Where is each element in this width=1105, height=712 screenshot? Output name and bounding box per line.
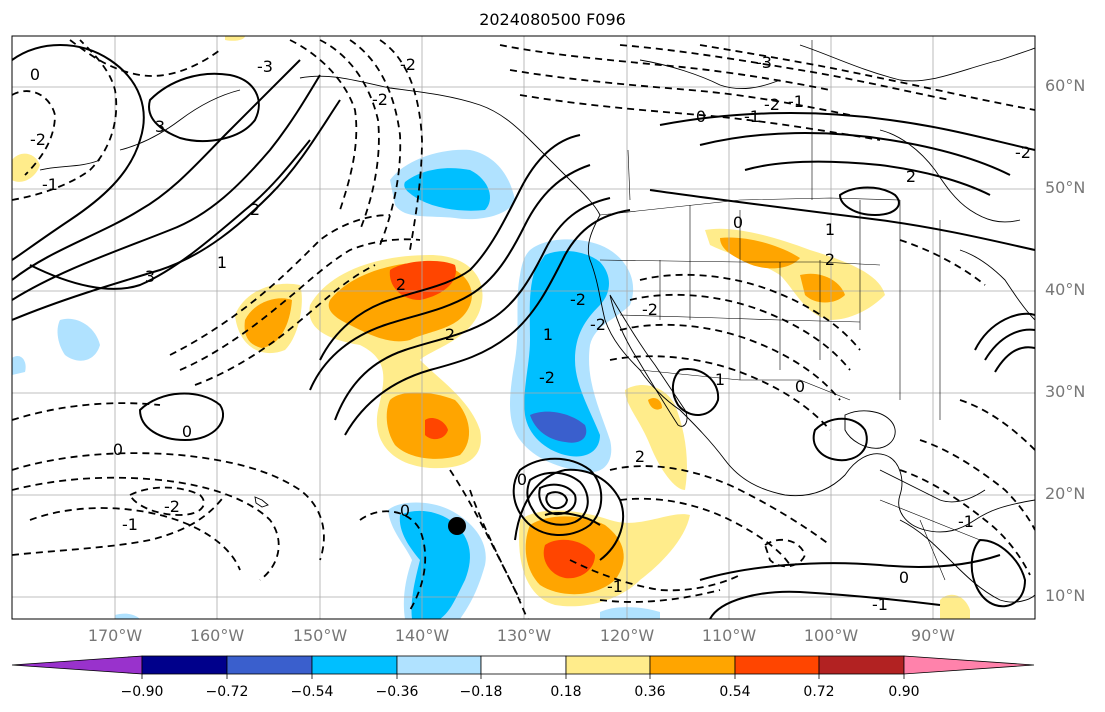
lon-label: 160°W: [189, 626, 245, 645]
colorbar-label: −0.54: [290, 684, 334, 700]
colorbar-swatch: [818, 655, 905, 675]
colorbar-label: 0.72: [803, 684, 835, 700]
contour-label: 0: [899, 568, 909, 587]
lat-label: 20°N: [1045, 484, 1086, 503]
contour-label: 2: [635, 447, 645, 466]
colorbar-label: 0.18: [550, 684, 582, 700]
contours-dashed: [12, 39, 1035, 619]
contour-label: -3: [257, 57, 273, 76]
colorbar-swatch: [226, 655, 313, 675]
contour-label: 2: [396, 275, 406, 294]
colorbar-swatch: [903, 655, 1035, 675]
contour-label: 0: [517, 470, 527, 489]
contour-label: 1: [543, 325, 553, 344]
state-borders: [599, 40, 981, 581]
colorbar-swatch: [396, 655, 482, 675]
coastlines: [39, 44, 1035, 603]
colorbar-swatch: [565, 655, 651, 675]
colorbar-label: −0.72: [205, 684, 249, 700]
contour-labels: 3 0 -1 -2 -3 2 1 0 -1 -2 2 3 2 -2 1 0 -1…: [30, 53, 1031, 614]
lon-label: 110°W: [701, 626, 757, 645]
contour-label: 3: [155, 117, 165, 136]
lat-label: 50°N: [1045, 178, 1086, 197]
lon-label: 140°W: [394, 626, 450, 645]
colorbar-label: −0.90: [120, 684, 164, 700]
contour-label: -1: [872, 595, 888, 614]
contour-label: -2: [164, 497, 180, 516]
contour-label: -3: [756, 53, 772, 72]
contour-label: 1: [217, 253, 227, 272]
contour-label: 2: [906, 167, 916, 186]
contours-solid: [12, 44, 1035, 619]
contour-label: -2: [400, 55, 416, 74]
lon-label: 170°W: [87, 626, 143, 645]
contour-label: 0: [795, 377, 805, 396]
colorbar-label: 0.54: [719, 684, 751, 700]
contour-label: -2: [764, 95, 780, 114]
contour-label: -2: [372, 90, 388, 109]
colorbar-label: −0.18: [459, 684, 503, 700]
colorbar-swatch: [649, 655, 736, 675]
contour-label: 0: [696, 107, 706, 126]
shaded-field-negative: [12, 149, 660, 619]
lat-label: 30°N: [1045, 382, 1086, 401]
colorbar-swatch: [11, 655, 143, 675]
contour-label: 0: [733, 213, 743, 232]
contour-label: -1: [788, 92, 804, 111]
contour-label: 0: [30, 65, 40, 84]
contour-label: -1: [122, 515, 138, 534]
lon-label: 150°W: [292, 626, 348, 645]
colorbar-swatch: [480, 655, 567, 675]
map-frame: [11, 35, 1036, 620]
contour-label: 2: [825, 250, 835, 269]
contour-label: -2: [570, 290, 586, 309]
lon-label: 130°W: [496, 626, 552, 645]
lat-label: 10°N: [1045, 586, 1086, 605]
colorbar-swatch: [141, 655, 228, 675]
lon-label: 120°W: [599, 626, 655, 645]
lat-label: 40°N: [1045, 280, 1086, 299]
contour-label: -2: [539, 368, 555, 387]
contour-label: 0: [182, 422, 192, 441]
contour-label: -1: [958, 512, 974, 531]
contour-label: 2: [445, 325, 455, 344]
storm-center-marker: [448, 517, 466, 535]
lon-label: 100°W: [803, 626, 859, 645]
lon-label: 90°W: [910, 626, 956, 645]
map-area: [12, 36, 1035, 619]
colorbar: [11, 655, 1035, 679]
colorbar-label: 0.90: [888, 684, 920, 700]
colorbar-label: 0.36: [634, 684, 666, 700]
contour-label: -1: [744, 107, 760, 126]
contour-label: 3: [145, 267, 155, 286]
contour-label: -1: [42, 175, 58, 194]
contour-label: -2: [590, 315, 606, 334]
contour-label: 0: [113, 440, 123, 459]
contour-label: 2: [250, 200, 260, 219]
contour-label: 1: [825, 220, 835, 239]
contour-label: 0: [400, 501, 410, 520]
colorbar-swatch: [311, 655, 398, 675]
contour-label: 1: [715, 370, 725, 389]
contour-label: -2: [1015, 143, 1031, 162]
contour-label: -2: [30, 130, 46, 149]
colorbar-label: −0.36: [375, 684, 419, 700]
contour-label: -1: [607, 577, 623, 596]
colorbar-swatch: [734, 655, 820, 675]
contour-label: -2: [642, 300, 658, 319]
map-title: 2024080500 F096: [479, 10, 626, 29]
lat-label: 60°N: [1045, 76, 1086, 95]
